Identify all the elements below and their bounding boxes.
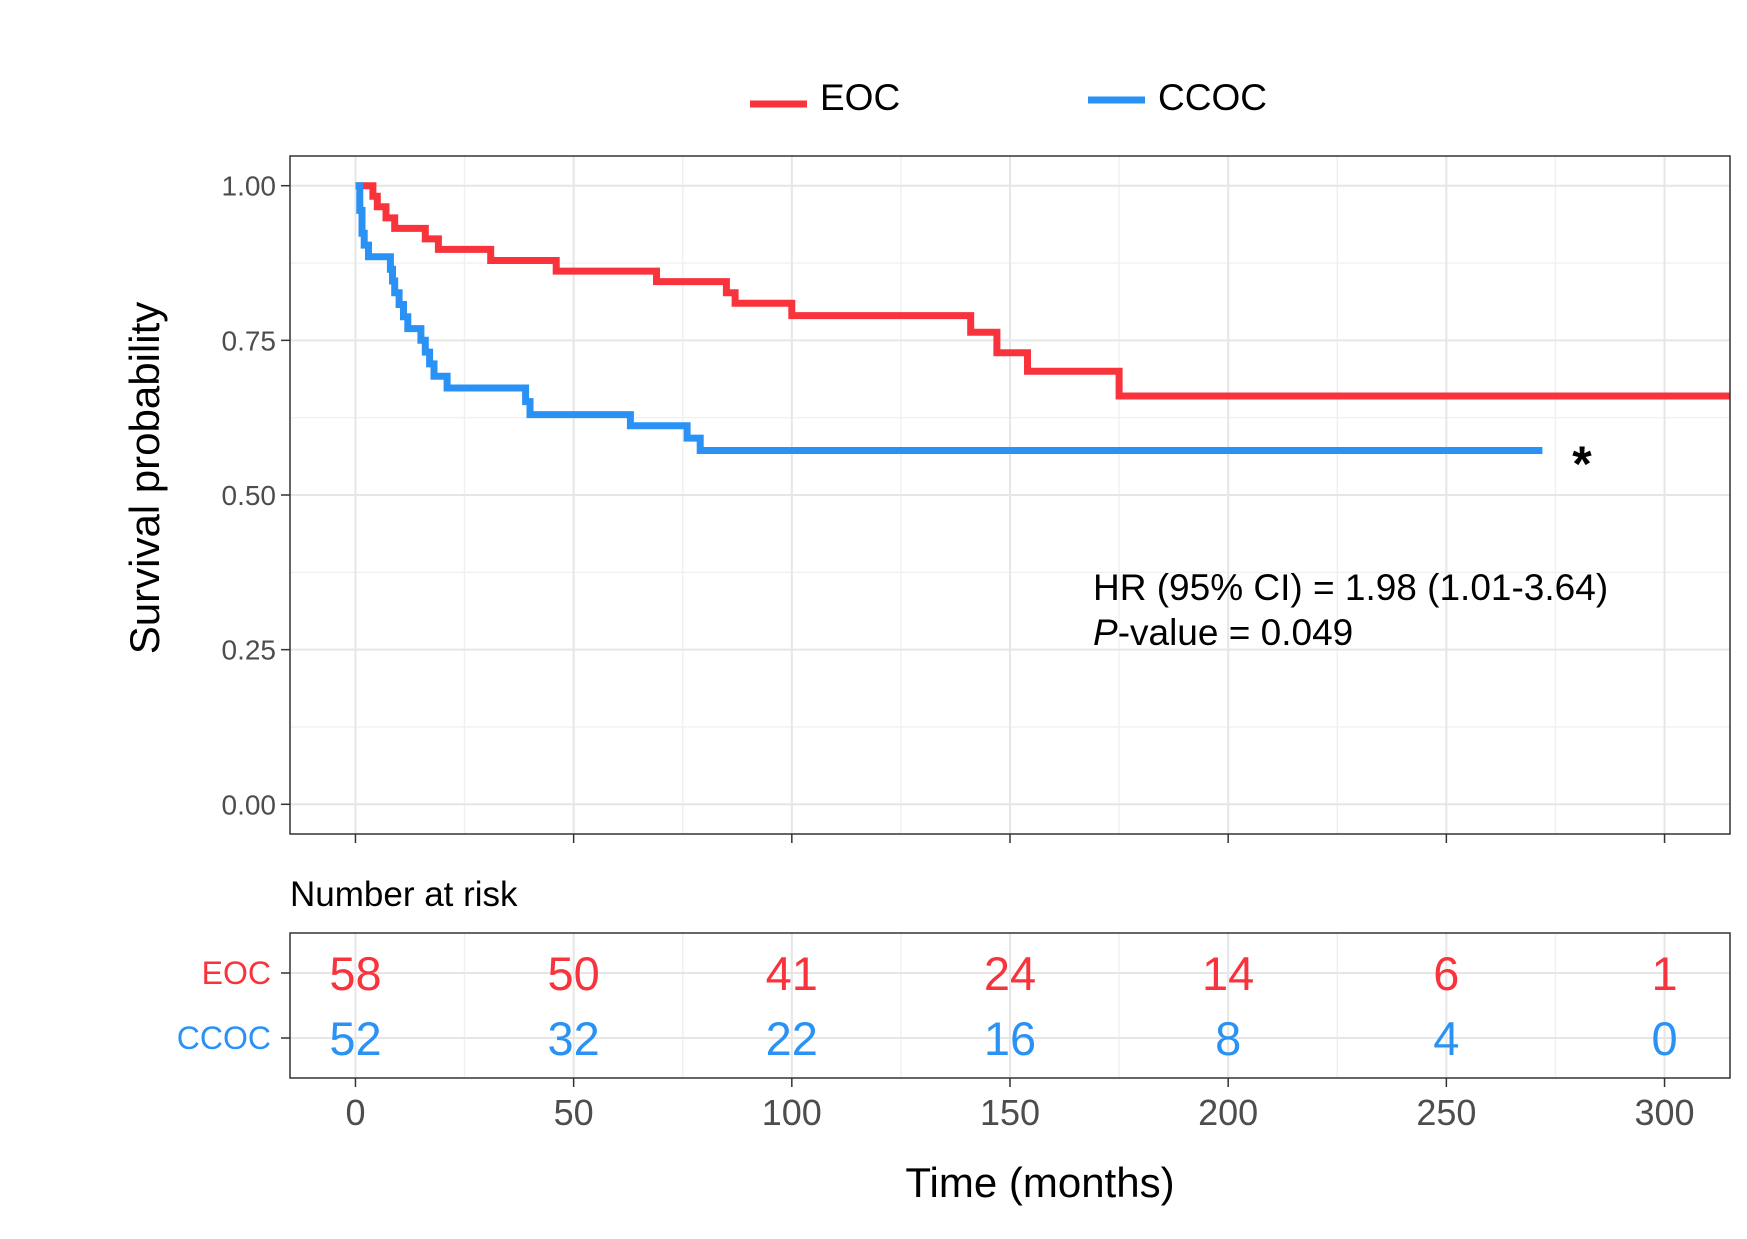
x-axis-label: Time (months) — [905, 1159, 1174, 1206]
x-tick-label: 200 — [1198, 1092, 1258, 1133]
legend: EOC CCOC — [750, 77, 1267, 118]
risk-table-values: 58 50 41 24 14 6 1 52 32 22 16 8 4 0 — [329, 947, 1677, 1065]
risk-value-ccoc: 8 — [1215, 1012, 1241, 1065]
risk-row-label-eoc: EOC — [202, 955, 271, 991]
legend-eoc-label: EOC — [820, 77, 900, 118]
x-tick-label: 250 — [1416, 1092, 1476, 1133]
risk-value-eoc: 24 — [984, 947, 1036, 1000]
p-value-annotation: P-value = 0.049 — [1093, 612, 1353, 653]
survival-plot: 0.00 0.25 0.50 0.75 1.00 * Survival probabil… — [121, 155, 1731, 843]
risk-value-eoc: 41 — [766, 947, 818, 1000]
risk-value-eoc: 58 — [329, 947, 381, 1000]
survival-curves — [355, 182, 1730, 454]
risk-value-ccoc: 52 — [329, 1012, 381, 1065]
risk-value-eoc: 14 — [1202, 947, 1254, 1000]
hr-annotation: HR (95% CI) = 1.98 (1.01-3.64) — [1093, 567, 1608, 608]
grid — [290, 156, 1730, 834]
y-tick-label: 0.50 — [222, 480, 277, 511]
risk-value-eoc: 6 — [1433, 947, 1459, 1000]
risk-value-eoc: 50 — [547, 947, 599, 1000]
risk-value-ccoc: 4 — [1433, 1012, 1459, 1065]
x-tick-label: 150 — [980, 1092, 1040, 1133]
risk-value-ccoc: 0 — [1651, 1012, 1677, 1065]
risk-value-ccoc: 32 — [547, 1012, 599, 1065]
p-rest: -value = 0.049 — [1118, 612, 1354, 653]
y-axis-label: Survival probability — [121, 302, 168, 655]
x-tick-label: 50 — [554, 1092, 594, 1133]
risk-table-grid — [290, 933, 1730, 1078]
axes: 0.00 0.25 0.50 0.75 1.00 — [222, 171, 1666, 843]
risk-row-label-ccoc: CCOC — [177, 1020, 271, 1056]
risk-table-axes: EOC CCOC 0 50 100 150 200 250 300 — [177, 955, 1695, 1133]
y-tick-label: 0.75 — [222, 325, 277, 356]
y-tick-label: 1.00 — [222, 171, 277, 202]
x-tick-label: 0 — [345, 1092, 365, 1133]
risk-table: Number at risk 58 50 41 24 14 6 1 52 32 22 16 8 4 0 E… — [177, 875, 1731, 1206]
x-tick-label: 100 — [762, 1092, 822, 1133]
risk-value-ccoc: 16 — [984, 1012, 1036, 1065]
y-tick-label: 0.00 — [222, 789, 277, 820]
p-italic: P — [1093, 612, 1118, 653]
legend-ccoc-label: CCOC — [1158, 77, 1267, 118]
risk-value-eoc: 1 — [1651, 947, 1677, 1000]
risk-value-ccoc: 22 — [766, 1012, 818, 1065]
y-tick-label: 0.25 — [222, 635, 277, 666]
risk-table-title: Number at risk — [290, 875, 518, 914]
x-tick-label: 300 — [1635, 1092, 1695, 1133]
curve-eoc — [355, 182, 1730, 400]
censor-marker: * — [1572, 436, 1592, 492]
curve-ccoc — [355, 182, 1543, 454]
